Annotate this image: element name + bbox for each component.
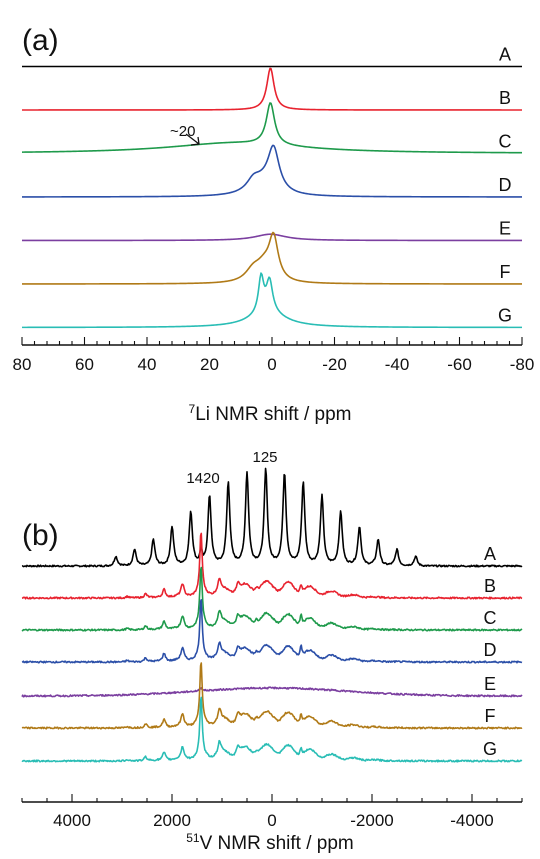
li-trace-label-A: A — [499, 45, 511, 65]
v-trace-E — [21, 686, 523, 698]
panel-a-li-nmr: (a) A B C D E F G ~20 80 60 40 20 0 -20 -40 -60 -80 7L… — [13, 24, 535, 425]
li-tick-label: 0 — [267, 355, 276, 374]
panel-a-x-axis-title: 7Li NMR shift / ppm — [189, 402, 352, 425]
panel-b-x-axis-title: 51V NMR shift / ppm — [186, 831, 354, 854]
li-trace-label-C: C — [499, 132, 512, 152]
v-trace-C — [21, 566, 523, 632]
v-tick-label: 0 — [267, 811, 276, 830]
li-trace-C — [21, 102, 523, 154]
li-trace-B — [22, 67, 522, 111]
li-tick-label: 60 — [75, 355, 94, 374]
li-trace-label-D: D — [499, 175, 512, 195]
v-tick-label: 4000 — [53, 811, 91, 830]
panel-a-x-axis: 80 60 40 20 0 -20 -40 -60 -80 — [13, 337, 535, 374]
li-tick-label: 20 — [200, 355, 219, 374]
panel-b-annotations: 1420 125 — [186, 449, 277, 487]
panel-a-trace-labels: A B C D E F G — [498, 45, 512, 326]
v-trace-label-F: F — [485, 706, 496, 726]
li-trace-label-F: F — [500, 262, 511, 282]
li-tick-label: -60 — [447, 355, 472, 374]
li-trace-G — [22, 272, 522, 329]
v-tick-label: -2000 — [350, 811, 393, 830]
annotation-125ppm: 125 — [252, 449, 277, 466]
li-trace-label-B: B — [499, 88, 511, 108]
panel-a-traces — [21, 65, 523, 329]
li-tick-label: -80 — [510, 355, 535, 374]
li-tick-label: -20 — [322, 355, 347, 374]
panel-b-x-axis: 4000 2000 0 -2000 -4000 — [21, 794, 523, 830]
li-trace-F — [22, 231, 522, 285]
panel-a-annotation: ~20 — [170, 123, 200, 146]
panel-b-traces — [21, 467, 523, 763]
panel-a-label: (a) — [22, 24, 59, 57]
li-trace-D — [21, 144, 522, 198]
v-trace-label-E: E — [484, 674, 496, 694]
v-trace-label-B: B — [484, 576, 496, 596]
v-tick-label: 2000 — [153, 811, 191, 830]
v-trace-F — [21, 662, 523, 730]
annotation-1420ppm: 1420 — [186, 470, 219, 487]
v-trace-label-A: A — [484, 544, 496, 564]
li-tick-label: 80 — [13, 355, 32, 374]
li-tick-label: 40 — [138, 355, 157, 374]
annotation-20ppm: ~20 — [170, 123, 195, 140]
v-trace-G — [21, 696, 523, 763]
annotation-arrow-icon — [185, 133, 200, 146]
v-trace-label-D: D — [484, 640, 497, 660]
li-trace-label-E: E — [499, 219, 511, 239]
v-trace-label-G: G — [483, 739, 497, 759]
panel-b-label: (b) — [22, 519, 59, 552]
v-trace-label-C: C — [484, 608, 497, 628]
v-trace-B — [21, 532, 523, 600]
v-trace-A — [21, 467, 523, 568]
v-tick-label: -4000 — [450, 811, 493, 830]
li-tick-label: -40 — [385, 355, 410, 374]
li-trace-label-G: G — [498, 306, 512, 326]
v-trace-D — [21, 599, 523, 664]
